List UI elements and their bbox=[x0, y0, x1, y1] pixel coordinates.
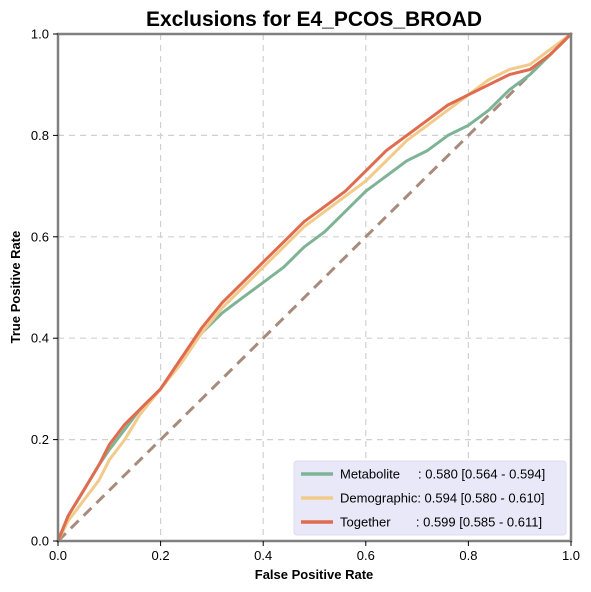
x-tick-label: 0.0 bbox=[49, 548, 67, 563]
tick-labels: 0.0 0.2 0.4 0.6 0.8 1.0 0.0 0.2 0.4 0.6 0.8 1.0 bbox=[31, 27, 580, 564]
y-tick-label: 0.4 bbox=[31, 331, 49, 346]
y-tick-label: 1.0 bbox=[31, 27, 49, 42]
roc-line-metabolite bbox=[56, 32, 573, 543]
chance-diagonal-line bbox=[56, 32, 573, 543]
x-tick-label: 0.2 bbox=[152, 548, 170, 563]
y-tick-label: 0.6 bbox=[31, 229, 49, 244]
y-tick-label: 0.0 bbox=[31, 534, 49, 549]
y-tick-label: 0.2 bbox=[31, 432, 49, 447]
roc-line-together bbox=[56, 32, 573, 543]
x-tick-label: 0.6 bbox=[357, 548, 375, 563]
chart-title: Exclusions for E4_PCOS_BROAD bbox=[146, 8, 482, 31]
x-tick-label: 0.4 bbox=[254, 548, 272, 563]
legend-label-together: Together : 0.599 [0.585 - 0.611] bbox=[340, 515, 542, 530]
x-tick-label: 0.8 bbox=[459, 548, 477, 563]
x-tick-label: 1.0 bbox=[562, 548, 580, 563]
series-layer bbox=[56, 32, 573, 543]
legend: Metabolite : 0.580 [0.564 - 0.594] Demogr… bbox=[293, 460, 567, 536]
legend-label-demographic: Demographic: 0.594 [0.580 - 0.610] bbox=[340, 491, 545, 506]
legend-box bbox=[293, 460, 567, 536]
roc-line-demographic bbox=[56, 32, 573, 543]
x-axis-label: False Positive Rate bbox=[255, 567, 374, 582]
grid-lines bbox=[58, 34, 571, 541]
plot-frame bbox=[56, 32, 573, 543]
y-axis-label: True Positive Rate bbox=[8, 231, 23, 344]
legend-label-metabolite: Metabolite : 0.580 [0.564 - 0.594] bbox=[340, 467, 545, 482]
y-tick-label: 0.8 bbox=[31, 128, 49, 143]
